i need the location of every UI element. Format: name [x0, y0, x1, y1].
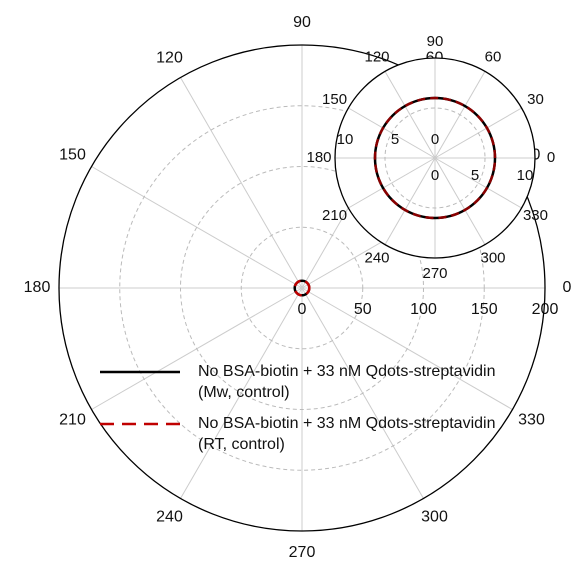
angular-grid-line	[434, 157, 522, 209]
data-line	[373, 96, 497, 220]
radial-tick-label: 0	[431, 131, 439, 148]
angle-tick-label: 90	[427, 33, 444, 50]
angular-grid-line	[384, 157, 436, 245]
angle-tick-label: 330	[523, 207, 548, 224]
angular-grid-line	[91, 166, 303, 289]
angle-tick-label: 150	[59, 147, 86, 164]
angle-tick-label: 0	[547, 149, 555, 166]
radial-tick-label: 150	[471, 301, 498, 318]
angle-tick-label: 330	[518, 412, 545, 429]
angle-tick-label: 210	[322, 207, 347, 224]
angle-tick-label: 240	[364, 249, 389, 266]
angle-tick-label: 30	[527, 91, 544, 108]
radial-tick-label: 0	[298, 301, 307, 318]
angle-tick-label: 90	[293, 14, 311, 31]
angle-tick-label: 300	[421, 509, 448, 526]
radial-tick-label: 10	[517, 167, 534, 184]
radial-tick-label: 100	[410, 301, 437, 318]
angle-tick-label: 210	[59, 412, 86, 429]
radial-tick-label: 50	[354, 301, 372, 318]
radial-tick-label: 200	[532, 301, 559, 318]
angle-tick-label: 150	[322, 91, 347, 108]
angle-tick-label: 300	[480, 249, 505, 266]
legend-label: No BSA-biotin + 33 nM Qdots-streptavidin…	[198, 415, 496, 453]
angle-tick-label: 0	[563, 279, 572, 296]
radial-grid-circle	[180, 166, 424, 410]
radial-tick-label: 0	[431, 167, 439, 184]
radial-grid-circle	[240, 226, 364, 350]
angle-tick-label: 270	[289, 544, 316, 561]
angular-grid-line	[348, 157, 436, 209]
radial-grid-circle	[119, 105, 485, 471]
angle-tick-label: 180	[24, 279, 51, 296]
angle-tick-label: 240	[156, 509, 183, 526]
radial-tick-label: 5	[391, 131, 399, 148]
legend-label: No BSA-biotin + 33 nM Qdots-streptavidin…	[198, 363, 496, 401]
angle-tick-label: 120	[156, 50, 183, 67]
angle-tick-label: 120	[364, 49, 389, 66]
angle-tick-label: 180	[306, 149, 331, 166]
polar-frame	[334, 57, 536, 259]
angle-tick-label: 270	[422, 265, 447, 282]
radial-tick-label: 10	[337, 131, 354, 148]
polar-frame	[58, 44, 546, 532]
angle-tick-label: 60	[485, 49, 502, 66]
radial-grid-circle	[384, 107, 486, 209]
polar-plot: 0 30 60 90 120 150 180 210 240 270 300 330 0 0 5 5 10 10	[306, 33, 555, 282]
angular-grid-line	[180, 77, 303, 289]
radial-tick-label: 5	[471, 167, 479, 184]
data-line	[293, 279, 311, 297]
angular-grid-line	[384, 71, 436, 159]
